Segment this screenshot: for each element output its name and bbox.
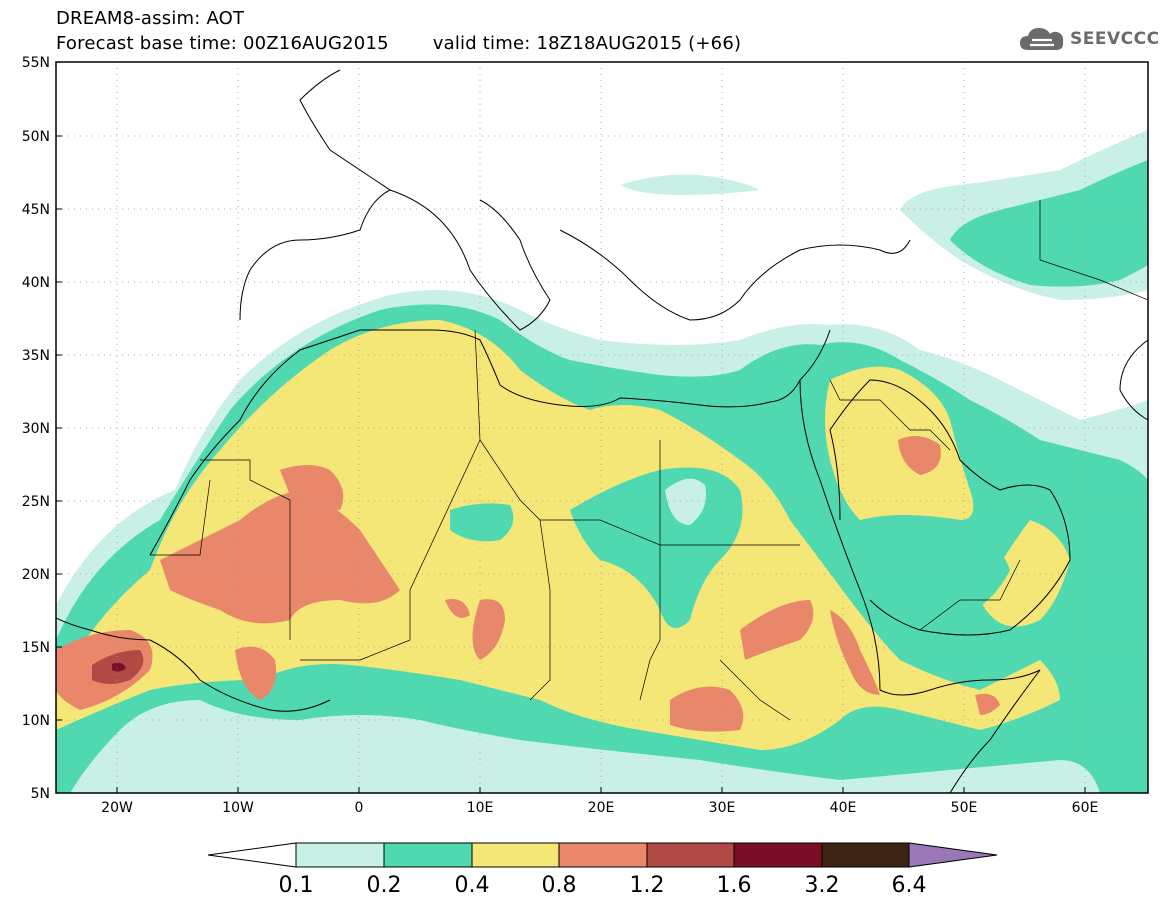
- colorbar-segment: [821, 842, 910, 868]
- colorbar-label: 0.8: [542, 873, 577, 898]
- lat-label: 30N: [22, 421, 50, 437]
- lon-label: 40E: [830, 800, 857, 816]
- base-time: Forecast base time: 00Z16AUG2015: [56, 33, 389, 54]
- lat-label: 40N: [22, 275, 50, 291]
- aot-patch-orange-iraq: [898, 436, 941, 475]
- lat-label: 10N: [22, 713, 50, 729]
- lon-labels: 20W 10W 0 10E 20E 30E 40E 50E 60E: [101, 800, 1098, 816]
- aot-patch-maroon-senegal: [112, 662, 126, 672]
- colorbar-segment: [646, 842, 735, 868]
- aot-patch-orange-chad: [472, 599, 505, 660]
- colorbar-label: 1.6: [717, 873, 752, 898]
- colorbar-label: 0.4: [455, 873, 490, 898]
- lat-labels: 55N 50N 45N 40N 35N 30N 25N 20N 15N 10N …: [22, 55, 50, 802]
- lon-label: 10E: [467, 800, 494, 816]
- aot-patch-orange-west: [160, 490, 400, 624]
- seevccc-logo: SEEVCCC: [1018, 22, 1160, 56]
- lat-label: 45N: [22, 202, 50, 218]
- aot-patch-orange-ethiopia: [740, 600, 814, 660]
- aot-patch-orange-mauritania: [280, 465, 344, 510]
- colorbar-label: 0.1: [279, 873, 314, 898]
- lon-label: 60E: [1072, 800, 1099, 816]
- cloud-icon: [1020, 28, 1064, 50]
- aot-patch-green-arabia: [850, 526, 1010, 620]
- borders: [150, 200, 1148, 721]
- lat-label: 5N: [31, 786, 50, 802]
- lat-label: 15N: [22, 640, 50, 656]
- lon-label: 0: [355, 800, 364, 816]
- colorbar-segment: [295, 842, 385, 868]
- colorbar-right-arrow: [908, 842, 998, 868]
- lon-label: 10W: [222, 800, 254, 816]
- aot-patch-light-egypt: [665, 478, 706, 525]
- aot-band-0.4: [56, 320, 1060, 750]
- logo-text: SEEVCCC: [1070, 29, 1160, 49]
- colorbar-segment: [733, 842, 823, 868]
- grid-lines: [56, 62, 1148, 793]
- lat-label: 50N: [22, 129, 50, 145]
- aot-patch-green-libya: [450, 503, 514, 542]
- lat-label: 25N: [22, 494, 50, 510]
- colorbar-label: 1.2: [630, 873, 665, 898]
- ticks: [56, 61, 1086, 794]
- lat-label: 35N: [22, 348, 50, 364]
- aot-field: [56, 62, 1148, 793]
- colorbar: 0.1 0.2 0.4 0.8 1.2 1.6 3.2 6.4: [207, 842, 998, 898]
- lon-label: 50E: [951, 800, 978, 816]
- lat-label: 55N: [22, 55, 50, 71]
- lat-label: 20N: [22, 567, 50, 583]
- valid-time: valid time: 18Z18AUG2015 (+66): [432, 33, 742, 54]
- lon-label: 20W: [101, 800, 133, 816]
- colorbar-segment: [558, 842, 648, 868]
- colorbar-left-arrow: [207, 842, 297, 868]
- time-info: Forecast base time: 00Z16AUG2015 valid ti…: [56, 33, 741, 54]
- lon-label: 30E: [709, 800, 736, 816]
- aot-patch-orange-somalia: [975, 693, 1000, 715]
- colorbar-label: 6.4: [892, 873, 927, 898]
- aot-patch-orange-redsea: [830, 610, 880, 695]
- aot-band-0.2-north: [950, 160, 1148, 287]
- aot-patch-orange-sudan: [670, 686, 744, 732]
- aot-band-0.1-balkan: [620, 174, 760, 195]
- colorbar-segment: [471, 842, 560, 868]
- colorbar-segment: [383, 842, 473, 868]
- colorbar-label: 3.2: [805, 873, 840, 898]
- aot-patch-orange-sahel: [235, 646, 276, 700]
- colorbar-label: 0.2: [367, 873, 402, 898]
- lon-label: 20E: [588, 800, 615, 816]
- map-title: DREAM8-assim: AOT: [56, 8, 245, 29]
- coastlines: [56, 69, 1148, 793]
- aot-patch-orange-mali: [445, 599, 470, 618]
- aot-band-0.4-oman: [980, 520, 1070, 627]
